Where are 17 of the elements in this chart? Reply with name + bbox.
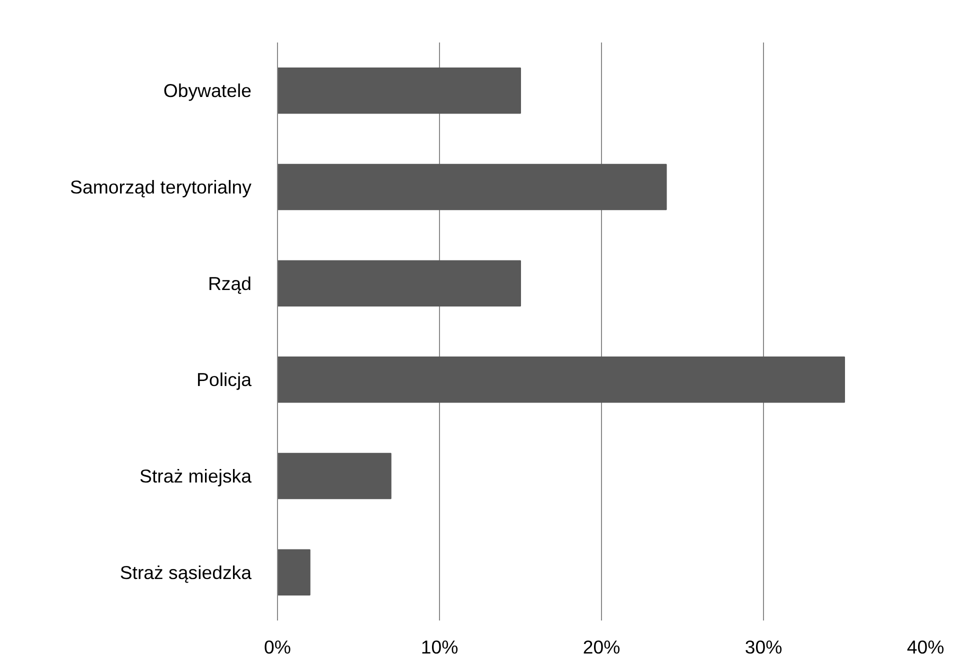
- bar: [278, 164, 667, 210]
- y-tick-label: Straż sąsiedzka: [120, 562, 252, 583]
- bar: [278, 549, 310, 596]
- bar: [278, 260, 521, 306]
- y-tick-label: Policja: [196, 369, 252, 390]
- y-tick-label: Obywatele: [163, 80, 252, 102]
- y-tick-label: Rząd: [208, 272, 252, 294]
- y-tick-label: Straż miejska: [140, 466, 252, 486]
- x-tick-label: 30%: [744, 636, 782, 658]
- bar: [278, 356, 845, 403]
- x-tick-label: 20%: [582, 636, 620, 658]
- x-tick-label: 10%: [420, 636, 458, 658]
- bar: [278, 452, 392, 500]
- x-tick-label: 0%: [264, 636, 291, 658]
- bar: [278, 68, 521, 114]
- x-tick-label: 40%: [906, 636, 944, 658]
- y-tick-label: Samorząd terytorialny: [70, 176, 252, 198]
